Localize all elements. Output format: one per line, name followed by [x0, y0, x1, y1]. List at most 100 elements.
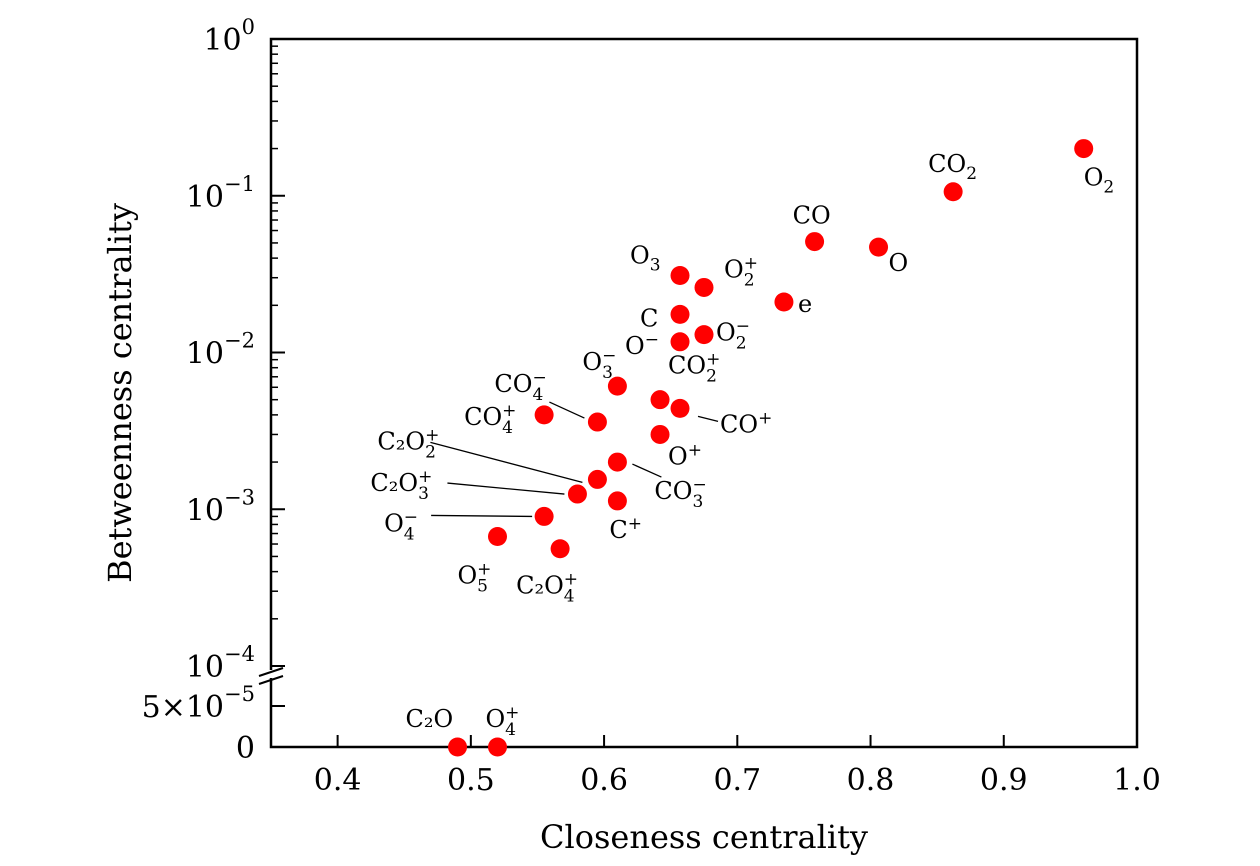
y-tick-exponent: −5 [224, 682, 255, 706]
point-label-sub: 2 [1103, 178, 1114, 198]
data-point [694, 325, 714, 345]
plot-frame [269, 37, 1139, 749]
data-point [448, 737, 468, 757]
y-tick-label: 10−2 [186, 329, 255, 372]
point-label-sup: + [706, 350, 720, 370]
x-tick-label: 0.8 [847, 763, 895, 798]
data-point [607, 491, 627, 511]
point-label-base: CO [494, 370, 532, 398]
data-point [607, 376, 627, 396]
data-point [774, 292, 794, 312]
y-tick-label: 0 [236, 731, 255, 766]
y-tick-exponent: −4 [224, 642, 255, 666]
point-label: O+ 5 [457, 560, 491, 597]
y-tick-base: 10 [203, 23, 241, 58]
point-label-sub: 3 [692, 492, 703, 512]
point-label-sup: + [564, 570, 578, 590]
point-label-base: O [724, 255, 744, 283]
y-axis-title: Betweenness centrality [101, 203, 139, 583]
data-point [534, 506, 554, 526]
axes-layer: 0.4 0.5 0.6 0.7 0.8 0.9 1.010010−110−210−310−4… [142, 15, 1161, 798]
y-tick-exponent: −3 [224, 485, 255, 509]
point-label-base: CO [793, 202, 831, 230]
point-label-sub: 4 [564, 587, 575, 607]
point-label-base: O [457, 562, 477, 590]
x-tick-label: 0.5 [447, 763, 495, 798]
y-tick-label: 10−1 [186, 172, 255, 215]
y-tick-label: 5×10−5 [142, 682, 255, 725]
point-label: O− 4 [384, 507, 418, 544]
axis-break-mark [258, 667, 284, 677]
point-label-base: C₂O [516, 572, 564, 600]
x-tick-label: 1.0 [1113, 763, 1161, 798]
point-label-sub: 2 [736, 334, 747, 354]
point-label: C₂O [406, 705, 454, 733]
point-label: CO+ 4 [464, 401, 516, 438]
point-label: C₂O+ 3 [370, 467, 432, 504]
leader-line [431, 514, 533, 518]
point-label-base: e [798, 290, 812, 318]
point-label-base: O [1084, 164, 1104, 192]
point-label: O3 [630, 241, 661, 275]
point-label-sup: + [688, 440, 702, 460]
point-label-base: O [625, 332, 645, 360]
point-label-sup: − [602, 346, 616, 366]
point-label-base: CO [654, 477, 692, 505]
point-label-sub: 2 [744, 270, 755, 290]
point-label-base: CO [668, 352, 706, 380]
y-tick-base: 5×10 [142, 690, 224, 725]
point-label-sub: 4 [505, 720, 516, 740]
point-label: O+ 4 [485, 703, 519, 740]
leader-line [447, 482, 565, 495]
point-label: C₂O+ 4 [516, 570, 578, 607]
point-label-sub: 2 [425, 442, 436, 462]
data-point [670, 398, 690, 418]
y-tick-exponent: 0 [242, 15, 255, 39]
point-label: CO+ 2 [668, 350, 720, 387]
point-label: O [889, 249, 909, 277]
data-point [550, 539, 570, 559]
leader-line [632, 463, 662, 478]
point-label: O+ [668, 440, 702, 470]
point-label: O2 [1084, 164, 1115, 198]
point-label-base: O [630, 241, 650, 269]
axis-break-gap [259, 670, 283, 678]
point-label-sup: + [744, 253, 758, 273]
point-label-sup: − [645, 330, 659, 350]
data-point [607, 452, 627, 472]
y-tick-base: 10 [186, 493, 224, 528]
point-label-base: CO [928, 150, 966, 178]
point-label-base: O [485, 705, 505, 733]
point-label-sub: 3 [650, 255, 661, 275]
point-label-sub: 3 [602, 363, 613, 383]
data-point [650, 424, 670, 444]
point-label-sup: − [532, 368, 546, 388]
point-label-sup: − [692, 475, 706, 495]
point-label: e [798, 290, 812, 318]
y-tick-base: 0 [236, 731, 255, 766]
point-label-base: C [640, 304, 658, 332]
point-label: CO+ [720, 408, 772, 438]
point-label: O− [625, 330, 659, 360]
point-label-sub: 4 [532, 385, 543, 405]
data-point [694, 277, 714, 297]
data-point [587, 469, 607, 489]
point-label-sup: + [502, 401, 516, 421]
point-label-sup: + [418, 467, 432, 487]
y-tick-base: 10 [186, 337, 224, 372]
point-label-base: CO [720, 410, 758, 438]
data-point [805, 232, 825, 252]
point-label: C+ [609, 514, 642, 544]
data-point [587, 412, 607, 432]
point-label-base: O [668, 442, 688, 470]
point-label: CO− 3 [654, 475, 706, 512]
data-point [650, 390, 670, 410]
point-label: O− 3 [582, 346, 616, 383]
x-tick-label: 0.7 [713, 763, 761, 798]
point-label-base: O [889, 249, 909, 277]
point-label: C₂O+ 2 [377, 425, 439, 462]
point-label-sup: + [505, 703, 519, 723]
point-label-base: C₂O [377, 427, 425, 455]
